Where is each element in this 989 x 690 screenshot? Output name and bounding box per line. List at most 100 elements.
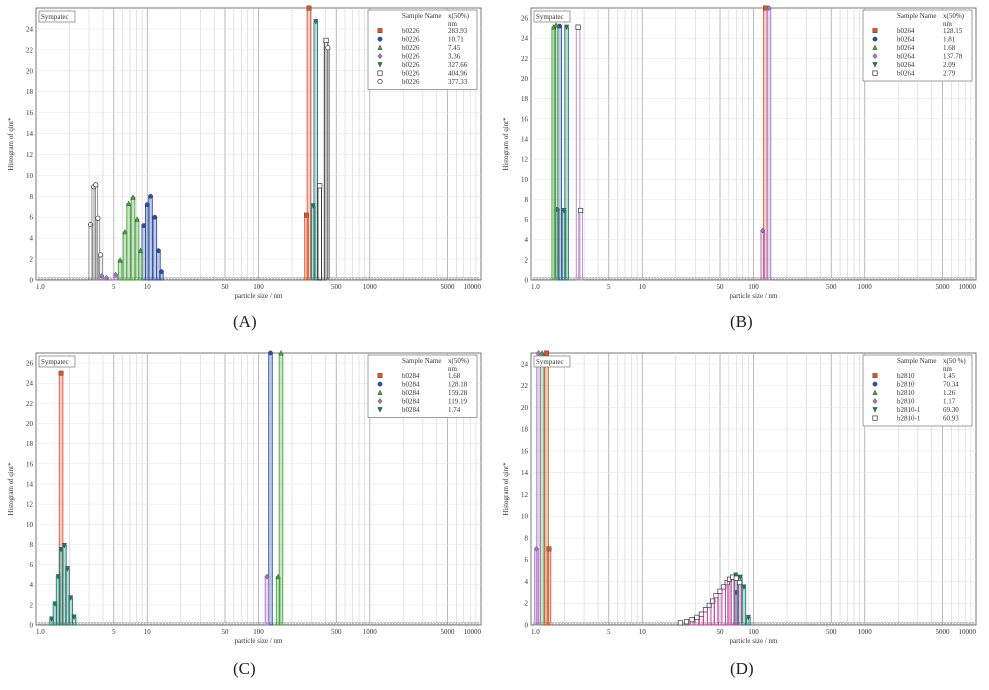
- baseline-marker: [606, 622, 609, 625]
- baseline-marker: [412, 277, 415, 280]
- baseline-marker: [359, 622, 362, 625]
- legend-unit: nm: [448, 20, 458, 28]
- baseline-marker: [591, 622, 595, 625]
- baseline-marker: [197, 277, 200, 280]
- baseline-marker: [927, 277, 930, 280]
- series-4: [534, 350, 542, 626]
- baseline-marker: [364, 622, 368, 625]
- baseline-marker: [871, 277, 874, 280]
- baseline-marker: [971, 622, 975, 625]
- data-marker: [122, 228, 128, 235]
- baseline-marker: [830, 622, 833, 625]
- series-3: [551, 22, 559, 281]
- data-marker: [158, 269, 164, 275]
- baseline-marker: [968, 622, 972, 625]
- baseline-marker: [733, 277, 736, 280]
- baseline-marker: [803, 622, 807, 625]
- baseline-marker: [220, 277, 223, 280]
- baseline-marker: [126, 622, 129, 625]
- baseline-marker: [910, 622, 913, 625]
- baseline-marker: [756, 622, 760, 625]
- data-marker: [130, 194, 136, 200]
- baseline-marker: [476, 277, 480, 280]
- baseline-marker: [862, 622, 866, 625]
- baseline-marker: [379, 277, 382, 280]
- baseline-marker: [285, 277, 288, 280]
- histogram-bar: [766, 7, 772, 281]
- legend-sample-name: b0226: [402, 78, 420, 86]
- histogram-bar: [278, 352, 284, 626]
- baseline-marker: [261, 622, 265, 625]
- baseline-marker: [868, 277, 871, 280]
- x-tick-label: 500: [826, 628, 837, 636]
- baseline-marker: [93, 622, 97, 625]
- baseline-marker: [942, 622, 945, 625]
- baseline-marker: [585, 277, 589, 280]
- baseline-marker: [52, 277, 55, 280]
- y-tick-label: 12: [521, 491, 529, 499]
- baseline-marker: [202, 277, 206, 280]
- baseline-marker: [650, 277, 653, 280]
- baseline-marker: [303, 622, 306, 625]
- baseline-marker: [291, 622, 294, 625]
- title-box: [533, 10, 571, 23]
- legend-x50-value: 1.68: [943, 44, 956, 52]
- baseline-marker: [933, 622, 936, 625]
- legend-sample-name: b0284: [402, 372, 420, 380]
- baseline-marker: [736, 277, 739, 280]
- baseline-marker: [532, 277, 536, 280]
- y-tick-label: 16: [521, 115, 529, 123]
- baseline-marker: [161, 622, 164, 625]
- baseline-marker: [347, 277, 350, 280]
- caption-d: (D): [730, 659, 754, 678]
- baseline-marker: [659, 277, 662, 280]
- baseline-marker: [403, 622, 406, 625]
- baseline-marker: [382, 277, 385, 280]
- baseline-marker: [803, 277, 807, 280]
- legend-header-value: x(50 %): [943, 357, 966, 365]
- x-tick-label: 5: [112, 628, 116, 636]
- chart-a: 1.0 5 10 50 100 500 1000 5000 100000246810121416…: [7, 5, 482, 300]
- legend-sample-name: b0226: [402, 27, 420, 35]
- baseline-marker: [783, 277, 786, 280]
- baseline-marker: [588, 622, 592, 625]
- baseline-marker: [217, 622, 220, 625]
- legend-sample-name: b0226: [402, 36, 420, 44]
- legend-unit: nm: [943, 20, 953, 28]
- baseline-marker: [535, 277, 539, 280]
- histogram-bar: [741, 586, 747, 626]
- baseline-marker: [341, 277, 344, 280]
- baseline-marker: [609, 622, 612, 625]
- baseline-marker: [759, 622, 762, 625]
- y-tick-label: 0: [525, 622, 529, 630]
- legend-header: Sample Name: [402, 12, 441, 20]
- histogram-bar: [130, 196, 136, 281]
- baseline-marker: [441, 277, 444, 280]
- baseline-marker: [73, 277, 76, 280]
- baseline-marker: [677, 277, 680, 280]
- baseline-marker: [821, 277, 824, 280]
- baseline-marker: [332, 622, 335, 625]
- baseline-marker: [921, 277, 925, 280]
- legend-marker: [377, 36, 383, 42]
- baseline-marker: [102, 622, 105, 625]
- baseline-marker: [43, 277, 46, 280]
- y-tick-label: 4: [525, 236, 529, 244]
- data-marker: [99, 272, 105, 279]
- baseline-marker: [633, 622, 636, 625]
- baseline-marker: [912, 277, 916, 280]
- baseline-marker: [904, 622, 907, 625]
- baseline-marker: [205, 622, 209, 625]
- baseline-marker: [179, 277, 182, 280]
- baseline-marker: [179, 622, 182, 625]
- baseline-marker: [780, 277, 783, 280]
- legend-sample-name: b2810-1: [897, 406, 921, 414]
- baseline-marker: [612, 622, 615, 625]
- baseline-marker: [415, 277, 418, 280]
- baseline-marker: [636, 277, 639, 280]
- baseline-marker: [105, 622, 108, 625]
- data-marker: [138, 247, 144, 254]
- baseline-marker: [647, 622, 651, 625]
- legend-sample-name: b2810: [897, 389, 915, 397]
- y-tick-label: 8: [30, 541, 34, 549]
